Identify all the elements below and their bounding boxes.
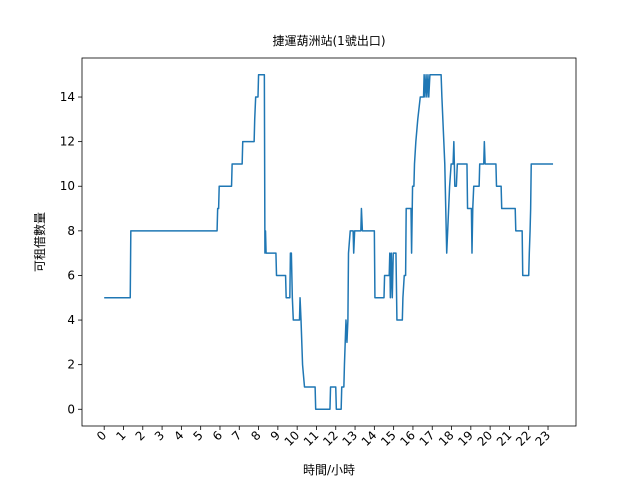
y-tick-label: 12 [60, 135, 75, 149]
plot-frame [81, 57, 577, 427]
y-tick-label: 0 [67, 402, 75, 416]
data-line [104, 73, 554, 411]
y-tick-label: 2 [67, 358, 75, 372]
y-axis-label: 可租借數量 [33, 212, 47, 272]
y-tick-label: 4 [67, 313, 75, 327]
x-axis-label: 時間/小時 [303, 463, 355, 477]
y-tick-label: 6 [67, 268, 75, 282]
y-tick-label: 8 [67, 224, 75, 238]
chart-title: 捷運葫洲站(1號出口) [273, 34, 386, 48]
y-tick-label: 10 [60, 179, 75, 193]
y-tick-label: 14 [60, 90, 75, 104]
